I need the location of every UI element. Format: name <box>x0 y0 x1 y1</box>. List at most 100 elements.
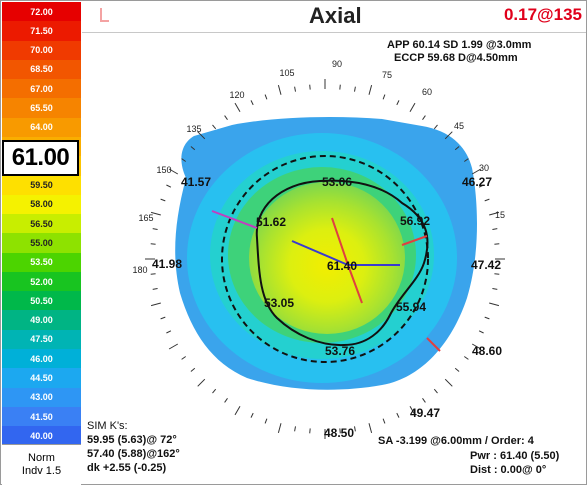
degree-tick <box>478 184 484 188</box>
degree-tick <box>181 158 186 162</box>
degree-tick <box>150 302 161 307</box>
degree-tick <box>150 211 161 216</box>
scale-step-label: Indv 1.5 <box>21 465 62 477</box>
map-value-top: 53.06 <box>322 175 352 189</box>
degree-tick <box>433 124 438 130</box>
degree-tick <box>181 356 186 360</box>
inner-zone <box>249 182 405 334</box>
degree-tick <box>277 423 282 434</box>
degree-tick <box>309 428 311 434</box>
topography-map[interactable]: 90 75 60 45 30 15 180 165 150 135 120 10… <box>82 33 586 484</box>
scale-step: 67.00 <box>2 79 81 99</box>
degree-tick <box>489 302 500 307</box>
eccp-readout: ECCP 59.68 D@4.50mm <box>394 52 518 64</box>
map-value-lower-right: 55.94 <box>396 300 426 314</box>
degree-tick <box>368 423 373 434</box>
degree-tick <box>454 146 460 151</box>
degree-tick <box>294 426 296 432</box>
scale-step: 50.50 <box>2 291 81 311</box>
degree-tick <box>444 131 453 140</box>
degree-tick <box>409 405 416 416</box>
degree-tick <box>212 388 217 394</box>
sim-k-label: SIM K's: <box>87 420 128 432</box>
degree-tick <box>234 405 241 416</box>
degree-tick <box>422 115 426 120</box>
degree-label: 120 <box>229 90 244 100</box>
degree-label: 135 <box>186 124 201 134</box>
scale-step: 52.00 <box>2 271 81 292</box>
degree-tick <box>339 428 341 434</box>
degree-tick <box>150 273 156 275</box>
pupil-contour <box>255 179 429 347</box>
dk-value: dk +2.55 (-0.25) <box>87 462 167 474</box>
degree-tick <box>264 418 268 424</box>
scale-type-box[interactable]: Norm Indv 1.5 <box>2 444 81 485</box>
degree-tick <box>166 184 172 188</box>
degree-tick <box>339 84 341 90</box>
degree-tick <box>484 316 490 320</box>
dist-readout: Dist : 0.00@ 0° <box>470 464 547 476</box>
scale-step: 71.50 <box>2 21 81 41</box>
degree-tick <box>168 343 179 350</box>
scale-step: 44.50 <box>2 368 81 388</box>
degree-tick <box>190 367 196 372</box>
degree-tick <box>160 316 166 320</box>
scale-step: 70.00 <box>2 40 81 60</box>
degree-tick <box>354 86 356 92</box>
scale-step: 43.00 <box>2 387 81 407</box>
scale-step: 41.50 <box>2 406 81 427</box>
degree-tick <box>250 412 254 418</box>
degree-tick <box>396 100 400 106</box>
map-value-outer-bottom-right: 49.47 <box>410 406 440 420</box>
degree-label: 30 <box>479 163 489 173</box>
meridian-line <box>426 337 441 352</box>
meridian-line <box>347 264 363 304</box>
scale-step: 46.00 <box>2 349 81 369</box>
scale-step: 58.00 <box>2 194 81 215</box>
degree-tick <box>492 288 498 290</box>
scale-step: 53.50 <box>2 252 81 272</box>
degree-tick <box>494 273 500 275</box>
map-value-center: 61.40 <box>327 259 357 273</box>
current-scale-value: 61.00 <box>2 140 79 176</box>
dashed-zone-circle <box>221 155 429 363</box>
degree-label: 45 <box>454 121 464 131</box>
map-header: Axial 0.17@135 <box>82 2 586 33</box>
sim-k2-value: 57.40 (5.88)@162° <box>87 448 180 460</box>
degree-tick <box>489 211 500 216</box>
degree-tick <box>484 198 490 202</box>
axis-corner-icon <box>100 8 109 22</box>
scale-step: 49.00 <box>2 310 81 330</box>
color-scale[interactable]: 72.0071.5070.0068.5067.0065.5064.0062.50… <box>2 2 81 484</box>
degree-tick <box>212 124 217 130</box>
scale-step: 47.50 <box>2 329 81 350</box>
scale-step: 56.50 <box>2 214 81 234</box>
scale-step: 65.50 <box>2 98 81 118</box>
degree-ticks <box>145 79 505 439</box>
degree-tick <box>168 168 179 175</box>
pwr-readout: Pwr : 61.40 (5.50) <box>470 450 560 462</box>
map-title: Axial <box>309 3 362 28</box>
sa-readout: SA -3.199 @6.00mm / Order: 4 <box>378 435 534 447</box>
scale-step: 72.00 <box>2 2 81 22</box>
map-value-outer-bottom: 48.50 <box>324 426 354 440</box>
degree-tick <box>250 100 254 106</box>
map-value-lower-left: 53.05 <box>264 296 294 310</box>
meridian-line <box>291 240 349 266</box>
degree-tick <box>478 330 484 334</box>
map-value-outer-left: 41.98 <box>152 257 182 271</box>
degree-tick <box>492 228 498 230</box>
degree-tick <box>464 356 469 360</box>
app-readout: APP 60.14 SD 1.99 @3.0mm <box>387 39 532 51</box>
scale-step: 59.50 <box>2 175 81 195</box>
degree-tick <box>382 418 386 424</box>
meridian-line <box>211 210 258 229</box>
degree-label: 60 <box>422 87 432 97</box>
map-value-outer-upper-left: 41.57 <box>181 175 211 189</box>
degree-tick <box>224 115 228 120</box>
degree-tick <box>382 94 386 100</box>
map-value-upper-left: 51.62 <box>256 215 286 229</box>
degree-label: 15 <box>495 210 505 220</box>
degree-tick <box>464 158 469 162</box>
